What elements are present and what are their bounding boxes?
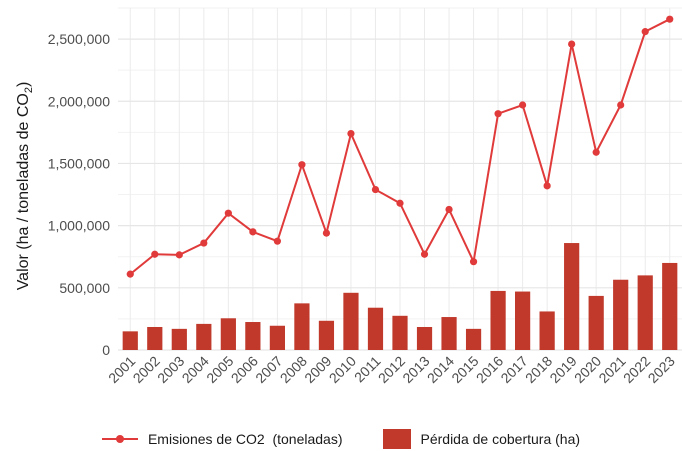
bar-2012 <box>392 315 408 350</box>
y-tick-label: 2,500,000 <box>48 31 110 47</box>
y-tick-label: 500,000 <box>59 280 110 296</box>
x-tick-label: 2008 <box>277 353 310 386</box>
legend-item-emissions: Emisiones de CO2 (toneladas) <box>101 431 343 447</box>
bar-2016 <box>490 290 506 350</box>
bar-2014 <box>441 317 457 350</box>
x-tick-label: 2001 <box>105 353 138 386</box>
y-axis: 0 500,000 1,000,000 1,500,000 2,000,000 2,500… <box>48 31 111 358</box>
x-tick-label: 2014 <box>424 353 457 386</box>
bar-2002 <box>147 326 163 350</box>
x-tick-label: 2015 <box>448 353 481 386</box>
emissions-point-2010 <box>347 130 355 138</box>
bar-2021 <box>613 279 629 350</box>
bar-2018 <box>539 311 555 350</box>
emissions-point-2001 <box>126 270 134 278</box>
x-tick-label: 2022 <box>620 353 653 386</box>
bar-2017 <box>515 291 531 350</box>
y-axis-label: Valor (ha / toneladas de CO2) <box>15 82 35 291</box>
emissions-point-2013 <box>420 250 429 258</box>
x-tick-label: 2013 <box>399 353 432 386</box>
x-tick-label: 2004 <box>179 353 212 386</box>
bar-2001 <box>122 331 138 350</box>
bar-2011 <box>367 307 384 350</box>
bar-2015 <box>465 328 482 350</box>
y-tick-label: 2,000,000 <box>48 93 110 109</box>
y-tick-label: 0 <box>102 342 110 358</box>
emissions-point-2015 <box>469 258 478 266</box>
bar-2008 <box>294 303 310 350</box>
bar-2022 <box>637 275 653 350</box>
legend-item-loss: Pérdida de cobertura (ha) <box>382 429 581 449</box>
emissions-point-2002 <box>151 250 159 258</box>
x-tick-label: 2020 <box>571 353 604 386</box>
x-tick-label: 2012 <box>375 353 408 386</box>
legend-label-loss: Pérdida de cobertura (ha) <box>420 431 581 447</box>
x-tick-label: 2002 <box>130 353 163 386</box>
y-tick-label: 1,000,000 <box>48 218 110 234</box>
emissions-point-2018 <box>543 182 551 190</box>
x-tick-label: 2023 <box>645 353 678 386</box>
bar-2007 <box>269 325 285 350</box>
x-tick-label: 2006 <box>228 353 261 386</box>
emissions-point-2012 <box>396 199 404 207</box>
emissions-point-2019 <box>568 40 576 48</box>
bar-2005 <box>220 318 236 350</box>
emissions-point-2014 <box>445 205 453 214</box>
x-tick-label: 2017 <box>497 353 530 386</box>
x-tick-label: 2021 <box>595 353 628 386</box>
emissions-point-2020 <box>592 148 600 156</box>
emissions-point-2022 <box>641 28 649 36</box>
bar-2006 <box>245 322 261 350</box>
emissions-point-2009 <box>322 229 331 237</box>
bar-2009 <box>318 320 335 350</box>
bar-2019 <box>564 243 580 350</box>
bar-2013 <box>416 326 433 350</box>
x-tick-label: 2010 <box>326 353 359 386</box>
bar-2020 <box>588 295 604 350</box>
emissions-point-2005 <box>224 209 232 217</box>
emissions-point-2003 <box>175 251 183 259</box>
emissions-point-2017 <box>519 101 527 109</box>
emissions-point-2007 <box>273 237 281 245</box>
x-tick-label: 2007 <box>252 353 285 386</box>
bar-2003 <box>171 328 187 350</box>
bar-2010 <box>343 292 359 350</box>
emissions-point-2023 <box>666 15 674 23</box>
emissions-point-2021 <box>617 101 625 109</box>
x-tick-label: 2018 <box>522 353 555 386</box>
emissions-point-2008 <box>298 161 306 169</box>
emissions-line-series <box>126 15 674 278</box>
emissions-point-2004 <box>200 239 208 247</box>
x-tick-label: 2005 <box>203 353 236 386</box>
line-key-icon <box>101 432 138 446</box>
emissions-point-2011 <box>371 185 380 194</box>
x-tick-label: 2003 <box>154 353 187 386</box>
x-axis: 2001200220032004200520062007200820092010… <box>105 353 678 386</box>
legend-label-emissions: Emisiones de CO2 (toneladas) <box>147 431 343 447</box>
x-tick-label: 2011 <box>351 353 384 386</box>
bars <box>122 243 678 350</box>
x-tick-label: 2016 <box>473 353 506 386</box>
emissions-point-2006 <box>249 228 257 236</box>
x-tick-label: 2019 <box>546 353 579 386</box>
emissions-point-2016 <box>494 110 502 118</box>
bar-key-icon <box>382 429 411 449</box>
y-tick-label: 1,500,000 <box>48 155 110 171</box>
bar-2023 <box>662 262 678 350</box>
x-tick-label: 2009 <box>301 353 334 386</box>
legend: Emisiones de CO2 (toneladas) Pérdida de … <box>0 428 682 450</box>
bar-2004 <box>196 323 212 350</box>
